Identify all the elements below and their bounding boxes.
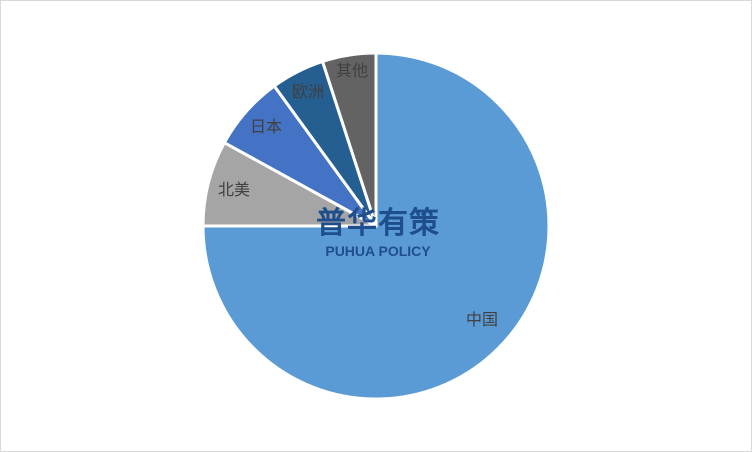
slice-label: 其他	[336, 61, 368, 80]
slice-label: 北美	[218, 180, 250, 199]
watermark-logo-cn: 普华有策	[316, 206, 440, 241]
slice-label: 欧洲	[292, 82, 324, 101]
slice-label: 日本	[250, 117, 282, 136]
slice-label: 中国	[466, 310, 498, 329]
watermark-logo-en: PUHUA POLICY	[325, 243, 431, 259]
pie-slice-4	[320, 51, 378, 227]
